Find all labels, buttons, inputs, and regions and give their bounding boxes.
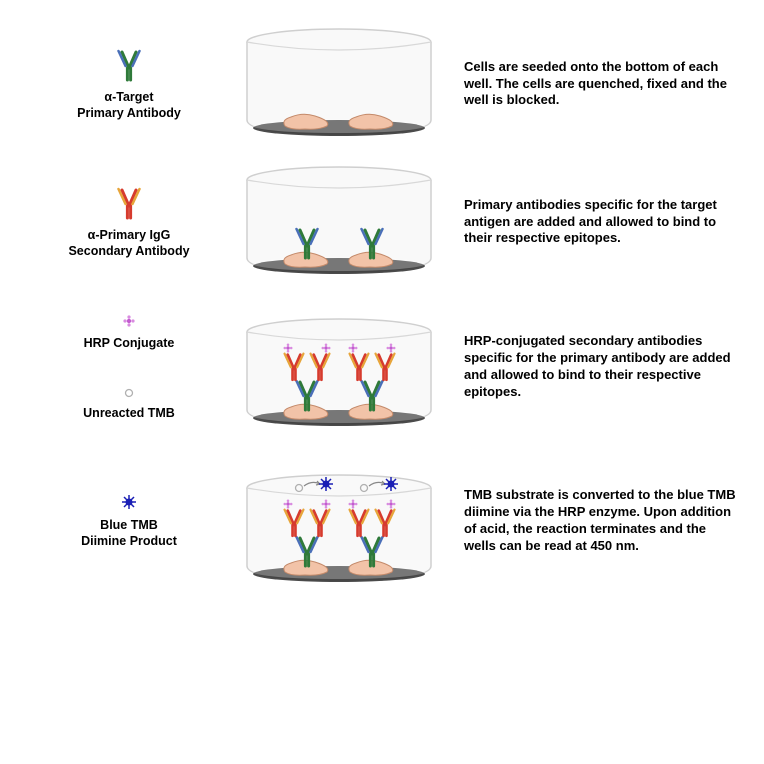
legend-hrp: HRP Conjugate xyxy=(84,312,175,352)
row-step-2: α-Primary IgG Secondary Antibody Primary… xyxy=(24,166,740,278)
legend-col-2: α-Primary IgG Secondary Antibody xyxy=(24,184,234,259)
legend-col-4: Blue TMB Diimine Product xyxy=(24,492,234,549)
legend-blue-tmb: Blue TMB Diimine Product xyxy=(81,492,177,549)
well-step-2 xyxy=(234,166,444,278)
secondary-antibody-icon xyxy=(112,184,146,222)
well-step-4 xyxy=(234,456,444,586)
well-diagram-3 xyxy=(244,304,434,430)
legend-unreacted-tmb: Unreacted TMB xyxy=(83,386,175,422)
well-step-3 xyxy=(234,304,444,430)
legend-label: Unreacted TMB xyxy=(83,406,175,420)
blue-tmb-icon xyxy=(119,492,139,512)
legend-col-1: α-Target Primary Antibody xyxy=(24,46,234,121)
legend-secondary-antibody: α-Primary IgG Secondary Antibody xyxy=(68,184,189,259)
legend-label: α-Target xyxy=(104,90,153,104)
primary-antibody-icon xyxy=(112,46,146,84)
legend-primary-antibody: α-Target Primary Antibody xyxy=(77,46,181,121)
row-step-3: HRP Conjugate Unreacted TMB xyxy=(24,304,740,430)
desc-step-3: HRP-conjugated secondary antibodies spec… xyxy=(444,333,740,401)
row-step-4: Blue TMB Diimine Product xyxy=(24,456,740,586)
well-step-1 xyxy=(234,28,444,140)
legend-label: Blue TMB xyxy=(100,518,158,532)
well-diagram-4 xyxy=(244,456,434,586)
row-step-1: α-Target Primary Antibody Cells are seed… xyxy=(24,28,740,140)
desc-step-1: Cells are seeded onto the bottom of each… xyxy=(444,59,740,110)
desc-step-4: TMB substrate is converted to the blue T… xyxy=(444,487,740,555)
legend-label: Secondary Antibody xyxy=(68,244,189,258)
legend-label: α-Primary IgG xyxy=(88,228,171,242)
legend-label: Diimine Product xyxy=(81,534,177,548)
legend-label: HRP Conjugate xyxy=(84,336,175,350)
legend-label: Primary Antibody xyxy=(77,106,181,120)
well-diagram-1 xyxy=(244,28,434,140)
unreacted-tmb-icon xyxy=(122,386,136,400)
legend-col-3: HRP Conjugate Unreacted TMB xyxy=(24,312,234,421)
well-diagram-2 xyxy=(244,166,434,278)
desc-step-2: Primary antibodies specific for the targ… xyxy=(444,197,740,248)
hrp-icon xyxy=(120,312,138,330)
